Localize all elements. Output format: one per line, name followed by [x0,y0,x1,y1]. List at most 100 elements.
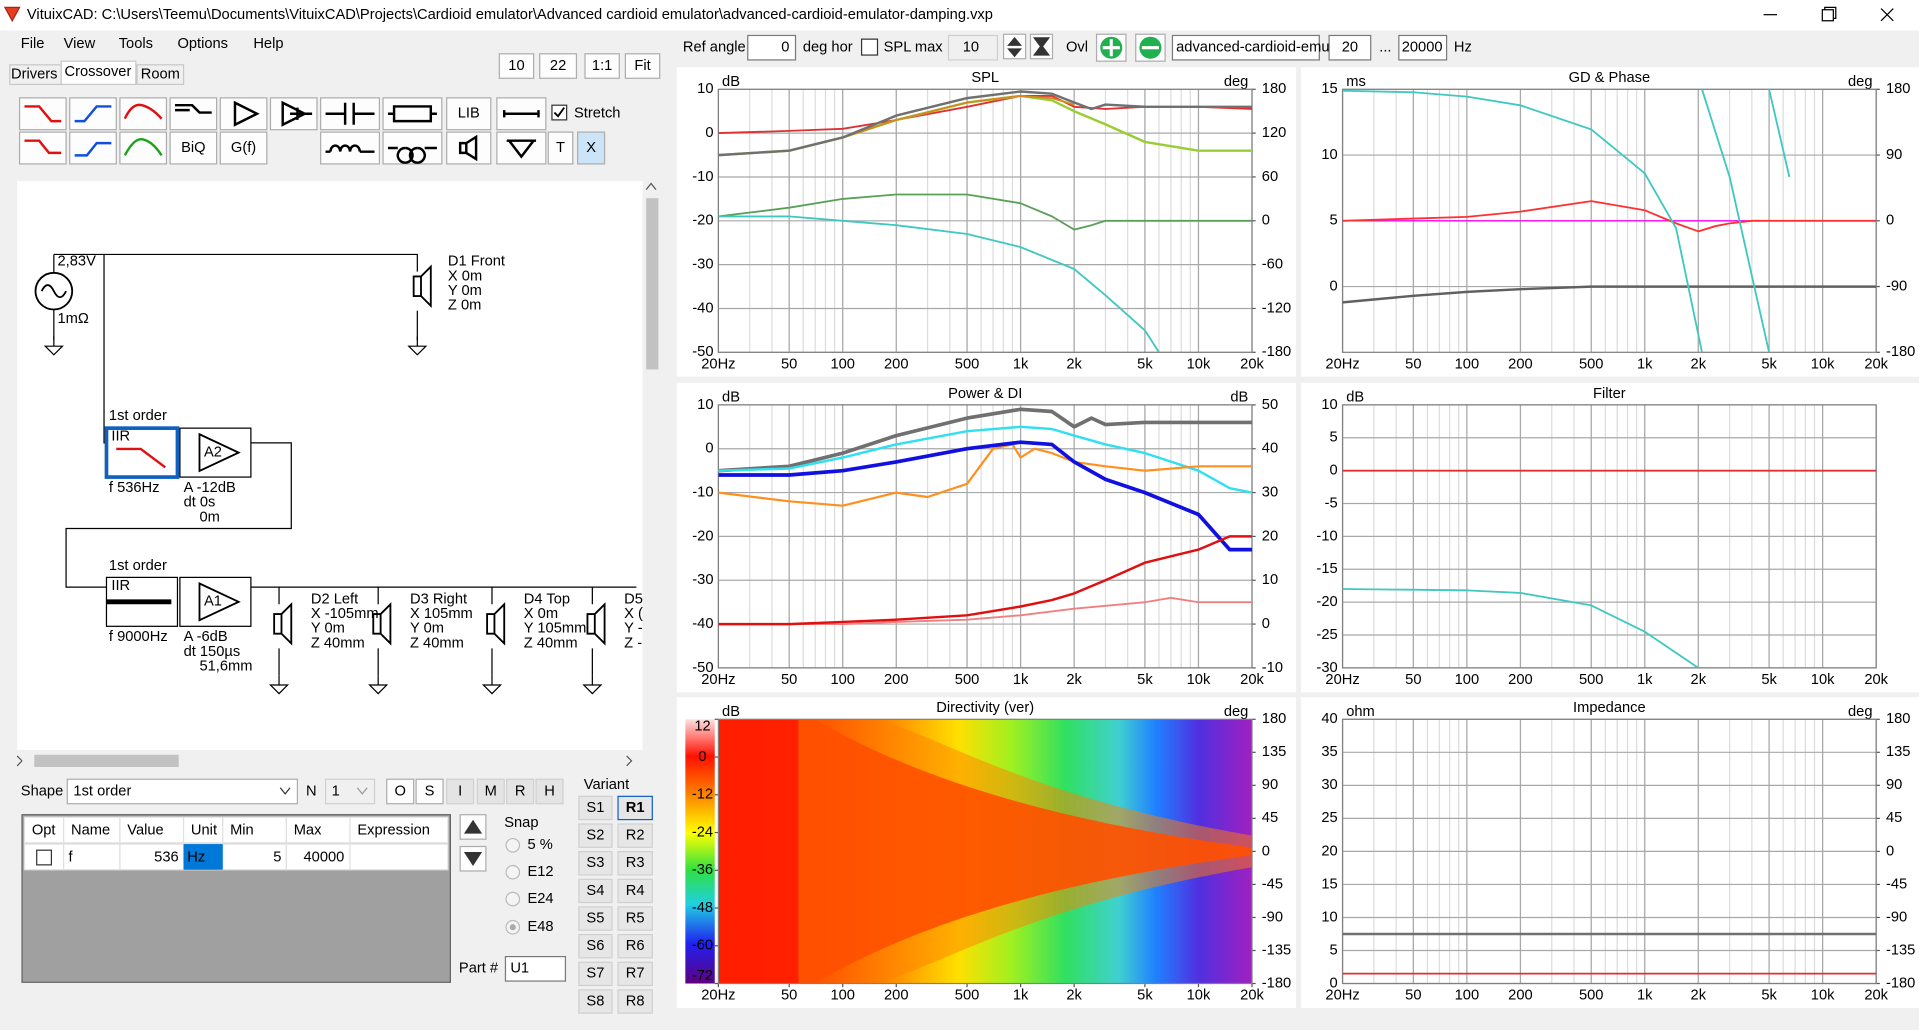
variant-s-label[interactable]: S2 [586,827,604,843]
variant-r-label[interactable]: R4 [626,883,645,899]
variant-s-label[interactable]: S7 [586,966,604,982]
component-button[interactable] [169,131,218,165]
variant-r-label[interactable]: R1 [626,800,645,816]
menu-item[interactable]: File [21,36,45,52]
menu-item[interactable]: Help [253,36,283,52]
variant-r-label[interactable]: R3 [626,855,645,871]
variant-r-label[interactable]: R7 [626,966,645,982]
button-label[interactable]: T [556,140,565,156]
variant-s-button[interactable] [578,878,613,904]
spl-max-checkbox[interactable] [860,38,879,56]
variant-r-button[interactable] [617,989,653,1014]
variant-s-label[interactable]: S8 [586,993,604,1009]
menu-item[interactable]: View [64,36,96,52]
mode-button[interactable] [415,778,444,805]
variant-r-button[interactable] [617,906,653,931]
variant-s-button[interactable] [578,906,613,931]
component-button[interactable] [577,131,606,165]
variant-s-button[interactable] [578,823,613,848]
n-dropdown[interactable] [324,778,376,805]
component-button[interactable] [18,97,67,131]
axis-unit: ohm [1346,704,1375,720]
fmax-input[interactable] [1398,34,1448,61]
scroll-thumb[interactable] [34,754,179,767]
variant-r-label[interactable]: R5 [626,910,645,926]
checkbox[interactable] [551,104,568,121]
component-button[interactable] [69,97,117,131]
variant-s-button[interactable] [578,795,613,821]
variant-r-button[interactable] [617,961,653,987]
variant-r-label[interactable]: R6 [626,938,645,954]
tab-label[interactable]: Crossover [64,64,131,80]
variant-s-label[interactable]: S3 [586,855,604,871]
input-value[interactable]: 0 [781,40,789,56]
input-value[interactable]: 20000 [1402,40,1443,56]
input-value[interactable]: 20 [1342,40,1358,56]
variant-s-label[interactable]: S6 [586,938,604,954]
tab-label[interactable]: Room [141,66,180,82]
zoom-button[interactable] [539,53,578,79]
component-button[interactable] [446,131,492,165]
scroll-thumb[interactable] [646,198,659,370]
variant-r-button[interactable] [617,795,653,821]
variant-r-button[interactable] [617,851,653,876]
mode-button-label[interactable]: S [425,783,435,799]
button-label[interactable]: LIB [458,106,480,122]
zoom-button[interactable] [584,53,620,79]
zoom-button-label[interactable]: Fit [634,58,650,74]
tab-active[interactable] [60,60,137,86]
variant-s-label[interactable]: S1 [586,800,604,816]
zoom-button[interactable] [498,53,535,79]
x-tick-label: 1k [1013,672,1029,688]
spl-max-input[interactable] [947,34,999,61]
menu-item[interactable]: Tools [119,36,153,52]
checkbox-label[interactable]: Stretch [574,106,620,122]
variant-r-button[interactable] [617,933,653,959]
tab-label[interactable]: Drivers [11,66,57,82]
variant-r-label[interactable]: R2 [626,827,645,843]
selected-cell[interactable] [183,844,223,870]
variant-r-button[interactable] [617,878,653,904]
opt-checkbox[interactable] [36,849,53,866]
variant-s-button[interactable] [578,851,613,876]
button-label[interactable]: BiQ [181,140,205,156]
input-value[interactable]: U1 [510,961,529,977]
ref-angle-input[interactable] [747,34,797,61]
variant-s-button[interactable] [578,933,613,959]
component-button[interactable] [69,131,117,165]
component-button[interactable] [119,131,168,165]
mode-button-label[interactable]: O [394,783,405,799]
variant-r-label[interactable]: R8 [626,993,645,1009]
component-button[interactable] [18,131,67,165]
button-label[interactable]: X [586,140,596,156]
component-button[interactable] [219,131,268,165]
shape-dropdown[interactable] [66,778,299,805]
part-input[interactable] [504,955,567,982]
component-button[interactable] [496,131,547,165]
button-label[interactable]: G(f) [231,140,256,156]
zoom-button[interactable] [624,53,661,79]
variant-s-button[interactable] [578,961,613,987]
variant-r-button[interactable] [617,823,653,848]
dropdown-arrow [279,787,291,795]
variant-s-label[interactable]: S4 [586,883,604,899]
table-cell[interactable] [285,843,351,871]
input-value[interactable]: advanced-cardioid-emul [1176,40,1333,56]
variant-s-button[interactable] [578,989,613,1014]
mode-button[interactable] [386,778,415,805]
table-cell[interactable] [349,843,449,871]
zoom-button-label[interactable]: 22 [550,58,566,74]
dropdown-value[interactable]: 1st order [73,783,131,799]
fmin-input[interactable] [1328,34,1372,61]
overlay-name-input[interactable] [1171,34,1320,61]
zoom-button-label[interactable]: 1:1 [592,58,612,74]
zoom-button-label[interactable]: 10 [508,58,524,74]
component-button[interactable] [446,97,492,131]
tab[interactable] [136,64,185,86]
variant-s-label[interactable]: S5 [586,910,604,926]
component-button[interactable] [547,131,574,165]
menu-item[interactable]: Options [177,36,228,52]
component-button[interactable] [219,97,268,131]
scale-button[interactable] [1002,33,1027,60]
move-down-button[interactable] [459,845,487,872]
